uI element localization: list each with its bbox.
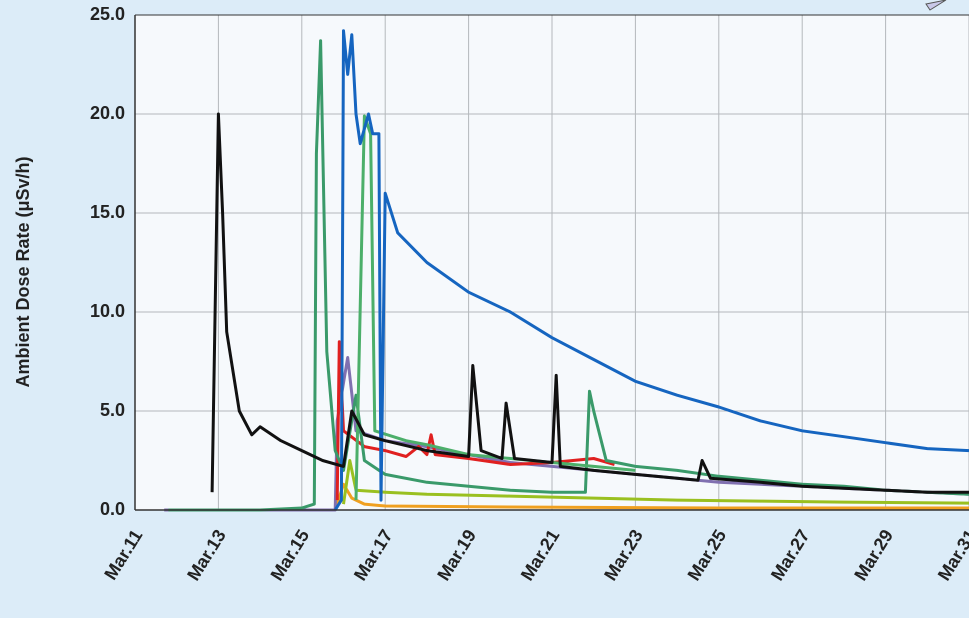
y-tick-label: 15.0 <box>90 202 125 222</box>
data-line <box>168 39 969 512</box>
data-line <box>342 459 969 505</box>
y-tick-label: 0.0 <box>100 499 125 519</box>
y-tick-label: 10.0 <box>90 301 125 321</box>
data-line <box>354 114 636 501</box>
data-line <box>210 112 969 494</box>
icon <box>925 0 947 11</box>
lines <box>164 29 969 512</box>
y-tick-label: 5.0 <box>100 400 125 420</box>
y-axis-label: Ambient Dose Rate (μSv/h) <box>13 156 33 387</box>
y-tick-label: 25.0 <box>90 4 125 24</box>
data-line <box>333 29 969 511</box>
y-tick-label: 20.0 <box>90 103 125 123</box>
